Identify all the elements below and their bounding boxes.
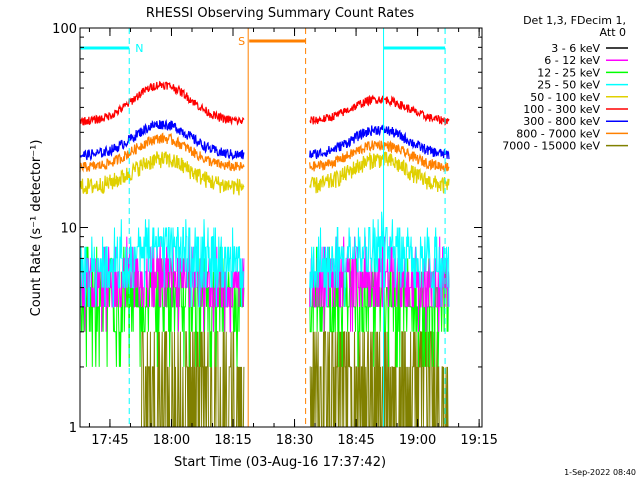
legend-header-1: Det 1,3, FDecim 1, [523, 14, 626, 27]
x-tick-label: 18:30 [276, 433, 313, 448]
legend-label: 6 - 12 keV [544, 54, 600, 67]
legend-label: 300 - 800 keV [523, 115, 600, 128]
chart-title: RHESSI Observing Summary Count Rates [146, 6, 415, 21]
legend-label: 3 - 6 keV [551, 42, 600, 55]
x-axis-label: Start Time (03-Aug-16 17:37:42) [174, 455, 386, 470]
series-line-25-50keV [309, 211, 450, 307]
legend-label: 25 - 50 keV [537, 79, 600, 92]
series-line-300-800keV [309, 124, 450, 160]
series-line-100-300keV [309, 94, 450, 126]
legend-label: 12 - 25 keV [537, 66, 600, 79]
flag-bar-1: S [238, 28, 307, 427]
legend-header-2: Att 0 [600, 26, 626, 39]
series-line-100-300keV [79, 80, 245, 126]
y-axis-label: Count Rate (s⁻¹ detector⁻¹) [29, 140, 44, 317]
svg-text:N: N [135, 42, 143, 55]
series-line-800-7000keV [79, 132, 245, 173]
series-line-800-7000keV [309, 139, 450, 173]
x-tick-label: 17:45 [91, 433, 128, 448]
flag-bar-2 [383, 28, 446, 427]
x-tick-label: 19:00 [399, 433, 436, 448]
axes: 1 10 100 17:45 18:00 18:15 18:30 18:45 19:00 19:1… [52, 22, 498, 448]
plot-area: NS [79, 28, 450, 428]
series-line-7000-15000keV [80, 331, 245, 428]
legend-label: 800 - 7000 keV [516, 127, 600, 140]
x-tick-label: 18:15 [214, 433, 251, 448]
svg-text:S: S [238, 35, 245, 48]
x-tick-label: 18:45 [337, 433, 374, 448]
flag-bar-0: N [79, 28, 143, 427]
series-line-25-50keV [79, 219, 244, 308]
series-line-6-12keV [309, 236, 450, 332]
y-tick-label: 1 [69, 421, 77, 436]
legend-label: 7000 - 15000 keV [502, 140, 600, 153]
series-line-50-100keV [79, 151, 245, 196]
footer-date: 1-Sep-2022 08:40 [564, 468, 636, 477]
x-tick-label: 19:15 [460, 433, 497, 448]
y-tick-label: 10 [60, 222, 77, 237]
y-tick-label: 100 [52, 22, 77, 37]
series-line-300-800keV [79, 119, 245, 162]
series-line-50-100keV [309, 151, 450, 194]
series-line-7000-15000keV [309, 331, 449, 428]
x-tick-label: 18:00 [153, 433, 190, 448]
legend-label: 100 - 300 keV [523, 103, 600, 116]
legend-label: 50 - 100 keV [530, 91, 600, 104]
